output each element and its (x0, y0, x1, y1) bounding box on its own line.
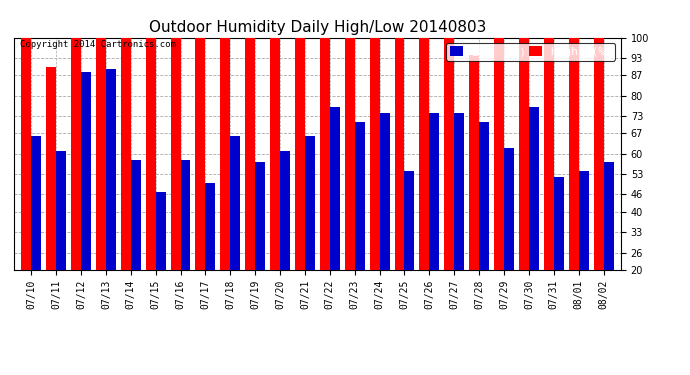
Bar (554, 177, 564, 270)
Bar (270, 20, 280, 270)
Bar (170, 0, 181, 270)
Bar (429, 113, 440, 270)
Bar (230, 136, 240, 270)
Bar (355, 122, 365, 270)
Bar (181, 160, 190, 270)
Text: Copyright 2014 Cartronics.com: Copyright 2014 Cartronics.com (20, 40, 176, 49)
Bar (280, 151, 290, 270)
Bar (220, 6, 230, 270)
Bar (320, 23, 330, 270)
Bar (146, 0, 156, 270)
Bar (529, 107, 539, 270)
Bar (469, 55, 479, 270)
Bar (305, 136, 315, 270)
Bar (71, 0, 81, 270)
Bar (345, 29, 355, 270)
Bar (81, 72, 91, 270)
Legend: Low  (%), High  (%): Low (%), High (%) (446, 43, 615, 60)
Bar (444, 0, 454, 270)
Bar (604, 162, 613, 270)
Bar (206, 183, 215, 270)
Bar (96, 0, 106, 270)
Bar (21, 0, 31, 270)
Bar (31, 136, 41, 270)
Title: Outdoor Humidity Daily High/Low 20140803: Outdoor Humidity Daily High/Low 20140803 (149, 20, 486, 35)
Bar (330, 107, 339, 270)
Bar (295, 23, 305, 270)
Bar (569, 14, 579, 270)
Bar (255, 162, 265, 270)
Bar (380, 113, 390, 270)
Bar (121, 20, 131, 270)
Bar (479, 122, 489, 270)
Bar (195, 26, 206, 270)
Bar (420, 11, 429, 270)
Bar (579, 171, 589, 270)
Bar (519, 0, 529, 270)
Bar (106, 69, 116, 270)
Bar (46, 67, 56, 270)
Bar (404, 171, 415, 270)
Bar (593, 0, 604, 270)
Bar (56, 151, 66, 270)
Bar (245, 17, 255, 270)
Bar (544, 0, 554, 270)
Bar (395, 20, 404, 270)
Bar (454, 113, 464, 270)
Bar (370, 23, 380, 270)
Bar (504, 148, 514, 270)
Bar (131, 160, 141, 270)
Bar (494, 0, 504, 270)
Bar (156, 192, 166, 270)
